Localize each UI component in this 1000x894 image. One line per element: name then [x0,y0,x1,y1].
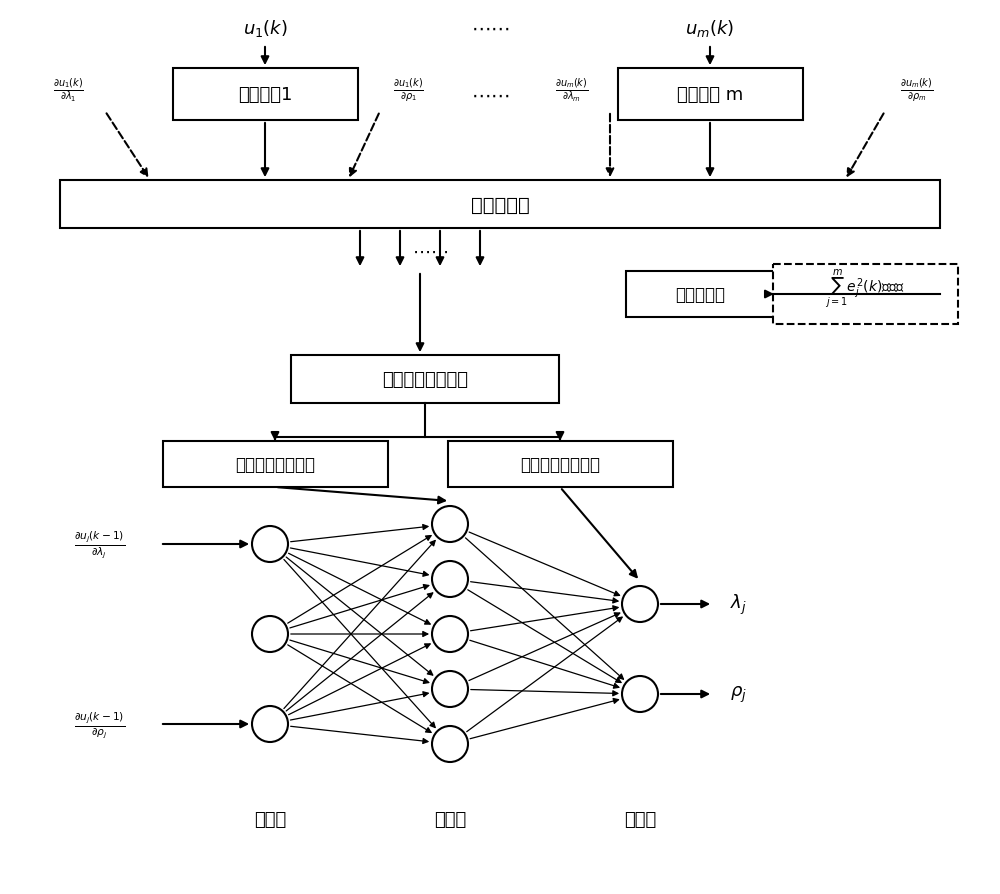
Circle shape [252,616,288,653]
Text: $\frac{\partial u_j(k-1)}{\partial \rho_j}$: $\frac{\partial u_j(k-1)}{\partial \rho_… [74,709,126,739]
Circle shape [252,527,288,562]
Text: 系统误差反向传播: 系统误差反向传播 [382,371,468,389]
Bar [618,69,802,121]
Text: $\lambda_j$: $\lambda_j$ [730,592,746,616]
Circle shape [622,586,658,622]
Text: $\frac{\partial u_1(k)}{\partial \lambda_1}$: $\frac{\partial u_1(k)}{\partial \lambda… [53,76,83,104]
Bar [162,442,388,487]
Text: $u_m(k)$: $u_m(k)$ [685,18,735,38]
Text: $u_1(k)$: $u_1(k)$ [243,18,287,38]
Text: $\frac{\partial u_m(k)}{\partial \lambda_m}$: $\frac{\partial u_m(k)}{\partial \lambda… [555,76,589,104]
Text: 梯度信息1: 梯度信息1 [238,86,292,104]
Text: 隐含层: 隐含层 [434,810,466,828]
Text: 更新输出层权系数: 更新输出层权系数 [520,455,600,474]
Circle shape [432,671,468,707]
Text: $\frac{\partial u_j(k-1)}{\partial \lambda_j}$: $\frac{\partial u_j(k-1)}{\partial \lamb… [74,528,126,560]
Text: 梯度信息集: 梯度信息集 [471,195,529,215]
Text: $\cdots\cdots$: $\cdots\cdots$ [471,19,509,38]
Circle shape [432,726,468,763]
Text: $\frac{\partial u_m(k)}{\partial \rho_m}$: $\frac{\partial u_m(k)}{\partial \rho_m}… [900,76,934,104]
Text: 梯度下降法: 梯度下降法 [675,286,725,304]
Text: $\rho_j$: $\rho_j$ [730,684,746,704]
Text: 输入层: 输入层 [254,810,286,828]
Circle shape [622,676,658,713]
Bar [448,442,672,487]
Bar [291,356,559,403]
Circle shape [432,561,468,597]
Text: 更新隐含层权系数: 更新隐含层权系数 [235,455,315,474]
Text: 梯度信息 m: 梯度信息 m [677,86,743,104]
Circle shape [432,616,468,653]
Circle shape [252,706,288,742]
Bar [772,265,958,325]
Text: 输出层: 输出层 [624,810,656,828]
Text: $\sum_{j=1}^{m}e_j^2(k)$最小化: $\sum_{j=1}^{m}e_j^2(k)$最小化 [825,267,905,310]
Bar [173,69,358,121]
Text: $\cdots\cdots$: $\cdots\cdots$ [471,86,509,105]
Bar [626,272,774,317]
Text: $\cdots\cdots$: $\cdots\cdots$ [412,243,448,261]
Circle shape [432,506,468,543]
Bar [60,181,940,229]
Text: $\frac{\partial u_1(k)}{\partial \rho_1}$: $\frac{\partial u_1(k)}{\partial \rho_1}… [393,76,423,104]
